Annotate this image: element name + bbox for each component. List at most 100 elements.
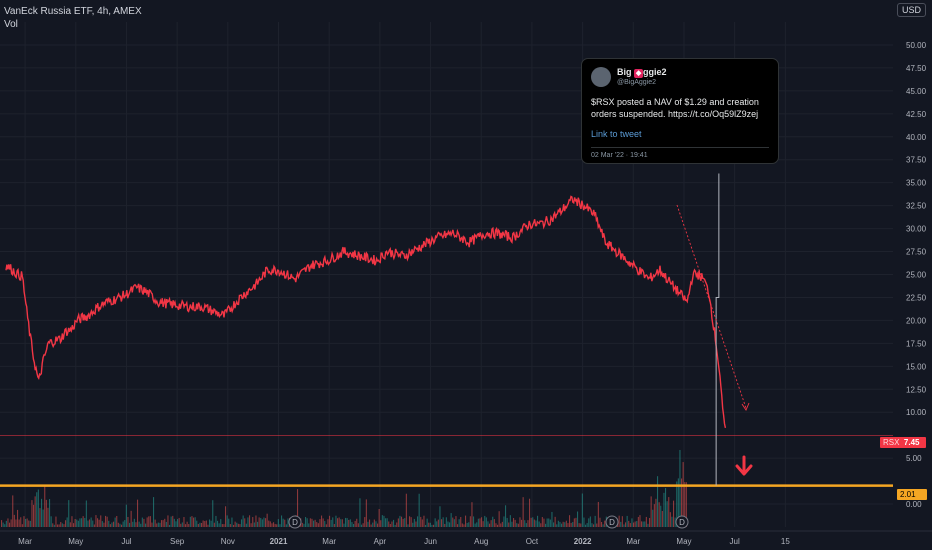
volume-bar: [357, 523, 359, 527]
x-tick-label: Nov: [221, 537, 235, 546]
volume-bar: [433, 524, 435, 527]
volume-bar: [421, 519, 423, 527]
volume-bar: [215, 515, 217, 527]
volume-bar: [381, 515, 383, 527]
volume-bar: [161, 520, 163, 527]
volume-bar: [402, 518, 404, 527]
time-axis[interactable]: Mar May Jul Sep Nov 2021 Mar Apr Jun Aug Oct 2022 Ma…: [0, 530, 932, 546]
volume-bar: [663, 492, 665, 527]
volume-bar: [429, 522, 431, 527]
symbol-title[interactable]: VanEck Russia ETF, 4h, AMEX: [4, 6, 142, 17]
y-tick-label: 35.00: [906, 179, 927, 188]
volume-bar: [25, 518, 27, 527]
volume-bar: [156, 523, 158, 527]
svg-text:D: D: [292, 518, 298, 527]
volume-bar: [477, 518, 479, 527]
volume-bar: [71, 516, 73, 527]
volume-bar: [57, 524, 59, 527]
nav-line: [715, 173, 720, 486]
volume-bar: [465, 515, 467, 527]
volume-bar: [487, 521, 489, 527]
x-tick-label: Jul: [121, 537, 131, 546]
volume-bar: [530, 517, 532, 527]
volume-bar: [540, 523, 542, 527]
volume-indicator-label[interactable]: Vol: [4, 19, 18, 30]
volume-bar: [468, 522, 470, 527]
volume-bar: [583, 517, 585, 527]
volume-bar: [15, 519, 17, 527]
volume-bar: [506, 517, 508, 527]
volume-bar: [149, 516, 151, 527]
volume-bar: [393, 519, 395, 527]
volume-bar: [273, 522, 275, 527]
volume-bar: [489, 523, 491, 527]
volume-bar: [109, 524, 111, 527]
volume-bar: [509, 515, 511, 527]
avatar-icon[interactable]: [591, 67, 611, 87]
volume-bar: [434, 518, 436, 527]
volume-bar: [620, 521, 622, 527]
volume-bar: [653, 504, 655, 527]
volume-bar: [236, 522, 238, 527]
tweet-link[interactable]: Link to tweet: [591, 129, 642, 139]
volume-bar: [578, 523, 580, 527]
volume-bar: [565, 520, 567, 527]
volume-bar: [322, 518, 324, 527]
volume-bar: [305, 516, 307, 527]
volume-bar: [44, 485, 46, 527]
volume-bar: [241, 519, 243, 527]
volume-bar: [580, 523, 582, 527]
volume-bar: [309, 518, 311, 527]
price-axis[interactable]: 50.00 47.50 45.00 42.50 40.00 37.50 35.00 32.50…: [893, 0, 932, 550]
volume-bar: [26, 518, 28, 527]
volume-bar: [188, 523, 190, 527]
tweet-author-name[interactable]: Big ◆ ggie2: [617, 67, 667, 78]
x-tick-label: 15: [781, 537, 790, 546]
volume-bar: [549, 519, 551, 527]
volume-bar: [564, 522, 566, 527]
volume-bar: [377, 523, 379, 527]
volume-bar: [20, 517, 22, 527]
emoji-icon: ◆: [634, 69, 644, 78]
volume-bar: [207, 524, 209, 527]
volume-bar: [529, 498, 531, 527]
y-tick-label: 42.50: [906, 110, 927, 119]
volume-bar: [255, 515, 257, 527]
volume-bar: [191, 516, 193, 527]
volume-bar: [452, 517, 454, 527]
volume-bar: [631, 518, 633, 527]
volume-bar: [348, 519, 350, 527]
volume-bar: [684, 482, 686, 527]
volume-bar: [479, 518, 481, 527]
volume-bar: [633, 522, 635, 527]
volume-bar: [28, 520, 30, 527]
volume-bar: [463, 524, 465, 527]
chart-grid: [0, 22, 893, 527]
volume-bar: [596, 523, 598, 527]
y-tick-label: 40.00: [906, 133, 927, 142]
volume-bar: [239, 524, 241, 527]
volume-bar: [380, 520, 382, 527]
x-tick-label: Mar: [322, 537, 336, 546]
volume-bar: [535, 520, 537, 527]
volume-bar: [177, 519, 179, 527]
volume-bar: [159, 522, 161, 527]
volume-bar: [209, 519, 211, 527]
volume-bar: [41, 498, 43, 527]
currency-selector[interactable]: USD: [896, 3, 926, 17]
volume-bar: [234, 521, 236, 527]
volume-bar: [652, 509, 654, 527]
volume-bar: [284, 519, 286, 527]
tweet-date: 02 Mar '22 · 19:41: [591, 152, 648, 159]
volume-bar: [245, 523, 247, 527]
volume-bar: [356, 518, 358, 527]
y-tick-label: 45.00: [906, 87, 927, 96]
tweet-author-handle[interactable]: @BigAggie2: [617, 79, 657, 86]
volume-bar: [220, 519, 222, 527]
volume-bar: [173, 518, 175, 527]
volume-bar: [553, 522, 555, 527]
volume-bar: [242, 515, 244, 527]
volume-bar: [249, 515, 251, 527]
volume-bar: [330, 519, 332, 527]
